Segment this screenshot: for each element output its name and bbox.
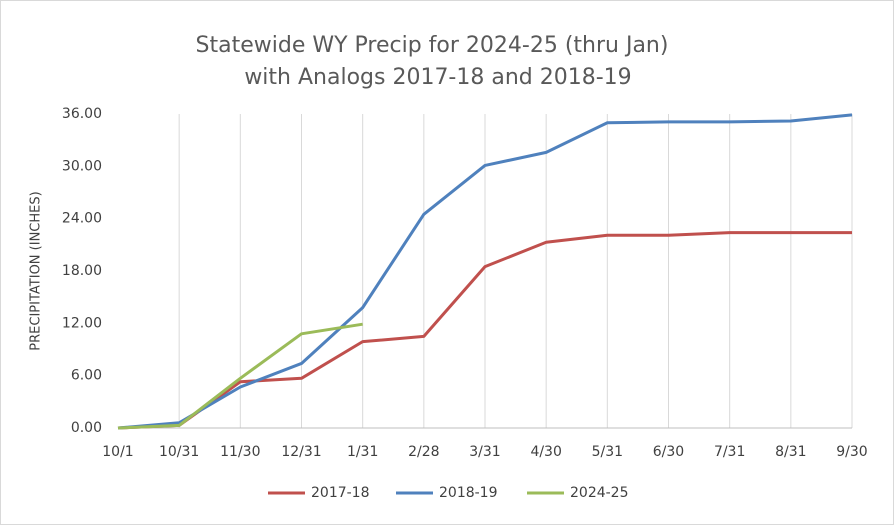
x-tick-label: 7/31 — [714, 444, 745, 460]
chart-title: Statewide WY Precip for 2024-25 (thru Ja… — [196, 33, 669, 58]
y-tick-label: 6.00 — [71, 368, 102, 384]
y-axis-label: PRECIPITATION (INCHES) — [29, 191, 44, 350]
x-tick-label: 4/30 — [530, 444, 561, 460]
y-tick-label: 12.00 — [62, 315, 102, 331]
y-tick-label: 36.00 — [62, 106, 102, 122]
x-tick-label: 10/1 — [102, 444, 133, 460]
legend-label: 2018-19 — [439, 485, 498, 501]
legend-label: 2017-18 — [311, 485, 370, 501]
x-tick-label: 2/28 — [408, 444, 439, 460]
x-tick-label: 9/30 — [836, 444, 867, 460]
x-tick-label: 10/31 — [159, 444, 199, 460]
x-tick-label: 12/31 — [281, 444, 321, 460]
y-tick-label: 30.00 — [62, 158, 102, 174]
y-tick-label: 0.00 — [71, 420, 102, 436]
legend-label: 2024-25 — [570, 485, 629, 501]
series-line — [117, 322, 363, 430]
x-tick-label: 8/31 — [775, 444, 806, 460]
y-tick-label: 24.00 — [62, 211, 102, 227]
chart-subtitle: with Analogs 2017-18 and 2018-19 — [244, 65, 631, 90]
x-tick-label: 11/30 — [220, 444, 260, 460]
series-line — [117, 231, 852, 430]
x-tick-label: 6/30 — [653, 444, 684, 460]
y-tick-label: 18.00 — [62, 263, 102, 279]
x-tick-label: 5/31 — [592, 444, 623, 460]
x-tick-label: 3/31 — [469, 444, 500, 460]
x-tick-label: 1/31 — [347, 444, 378, 460]
series-line — [117, 113, 853, 430]
